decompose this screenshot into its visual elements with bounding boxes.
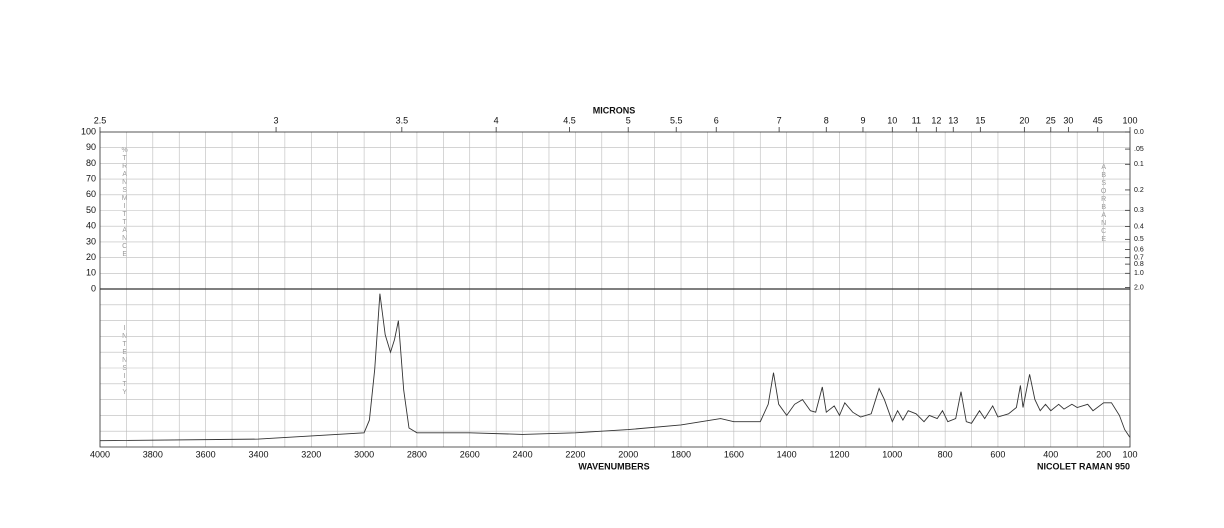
y-tick-label: 20: [86, 252, 96, 262]
instrument-label: NICOLET RAMAN 950: [1037, 461, 1130, 471]
y2-tick-label: 0.3: [1134, 207, 1144, 214]
x2-tick-label: 15: [975, 115, 985, 125]
x-tick-label: 3600: [196, 449, 216, 459]
x-tick-label: 2800: [407, 449, 427, 459]
y-tick-label: 60: [86, 189, 96, 199]
x2-tick-label: 10: [887, 115, 897, 125]
x2-tick-label: 30: [1063, 115, 1073, 125]
y-tick-label: 0: [91, 283, 96, 293]
y2-tick-label: 0.5: [1134, 236, 1144, 243]
x-tick-label: 4000: [90, 449, 110, 459]
y-tick-label: 90: [86, 142, 96, 152]
x-tick-label: 1400: [777, 449, 797, 459]
x2-axis-title: MICRONS: [593, 105, 636, 115]
x-tick-label: 3800: [143, 449, 163, 459]
y-tick-label: 40: [86, 221, 96, 231]
y2-tick-label: 0.2: [1134, 187, 1144, 194]
x-tick-label: 1000: [882, 449, 902, 459]
lower-axis-label: INTENSITY: [121, 325, 128, 397]
x-tick-label: 200: [1096, 449, 1111, 459]
y-tick-label: 70: [86, 173, 96, 183]
y2-tick-label: 2.0: [1134, 284, 1144, 291]
x2-tick-label: 5.5: [670, 115, 683, 125]
y-tick-label: 80: [86, 158, 96, 168]
x2-tick-label: 7: [777, 115, 782, 125]
x-tick-label: 400: [1043, 449, 1058, 459]
y2-tick-label: 0.7: [1134, 255, 1144, 262]
x-tick-label: 3200: [301, 449, 321, 459]
x-tick-label: 2000: [618, 449, 638, 459]
x-tick-label: 100: [1122, 449, 1137, 459]
y-tick-label: 10: [86, 268, 96, 278]
x-tick-label: 600: [990, 449, 1005, 459]
x2-tick-label: 6: [714, 115, 719, 125]
x-tick-label: 2200: [565, 449, 585, 459]
x-tick-label: 2400: [513, 449, 533, 459]
y-tick-label: 100: [81, 126, 96, 136]
x2-tick-label: 2.5: [94, 115, 107, 125]
x2-tick-label: 45: [1093, 115, 1103, 125]
x2-tick-label: 100: [1122, 115, 1137, 125]
y2-tick-label: 0.4: [1134, 223, 1144, 230]
y2-tick-label: 0.8: [1134, 261, 1144, 268]
x2-tick-label: 3.5: [396, 115, 409, 125]
x2-tick-label: 5: [626, 115, 631, 125]
y2-tick-label: 0.0: [1134, 129, 1144, 136]
x2-tick-label: 12: [931, 115, 941, 125]
x-tick-label: 1200: [829, 449, 849, 459]
y-tick-label: 30: [86, 236, 96, 246]
x2-tick-label: 3: [274, 115, 279, 125]
y2-tick-label: .05: [1134, 146, 1144, 153]
x-tick-label: 1800: [671, 449, 691, 459]
spectrum-line: [99, 293, 1131, 442]
y2-tick-label: 0.6: [1134, 246, 1144, 253]
left-axis-label: %TRANSMITTANCE: [121, 147, 128, 259]
x2-tick-label: 20: [1019, 115, 1029, 125]
y2-tick-label: 0.1: [1134, 161, 1144, 168]
x-tick-label: 3000: [354, 449, 374, 459]
x2-tick-label: 11: [912, 115, 921, 125]
x2-tick-label: 13: [948, 115, 958, 125]
y2-tick-label: 1.0: [1134, 270, 1144, 277]
x2-tick-label: 4.5: [563, 115, 576, 125]
y-tick-label: 50: [86, 205, 96, 215]
x-tick-label: 800: [938, 449, 953, 459]
x2-tick-label: 8: [824, 115, 829, 125]
x2-tick-label: 25: [1046, 115, 1056, 125]
x-axis-title: WAVENUMBERS: [578, 461, 649, 471]
x-tick-label: 1600: [724, 449, 744, 459]
x-tick-label: 2600: [460, 449, 480, 459]
x2-tick-label: 4: [494, 115, 499, 125]
x2-tick-label: 9: [860, 115, 865, 125]
x-tick-label: 3400: [248, 449, 268, 459]
